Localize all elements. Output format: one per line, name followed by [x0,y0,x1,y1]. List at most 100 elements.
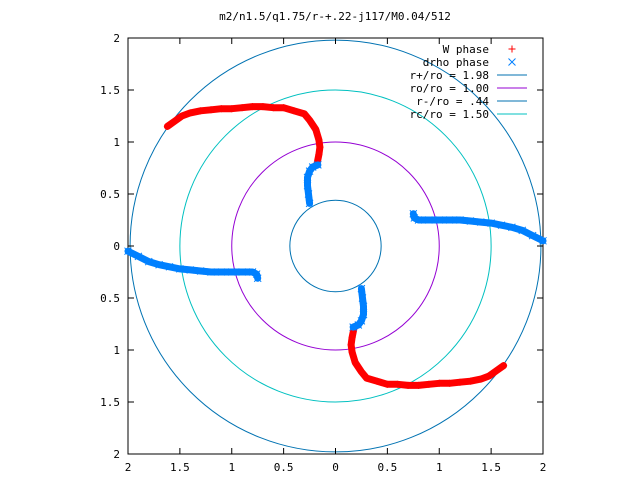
series-1-point-13-d2 [252,270,261,278]
series-1-point-17 [303,181,312,190]
series-1-point-39-d2 [359,302,368,311]
series-1-point-1-d2 [134,252,143,261]
series-0-point-5 [207,106,215,114]
series-0-point-0 [163,122,171,130]
series-0-point-3 [186,109,194,117]
series-0-point-10 [259,103,267,111]
series-1-point-23-d2 [528,231,537,240]
series-1-point-10 [227,268,236,276]
series-0-point-6 [217,105,225,113]
series-0-point-26 [456,378,464,386]
series-1-point-22 [539,236,547,245]
axis-ticks: 2 1.5 1 0.5 0 0.5 1 1.5 221.510.500.511.52 [100,32,546,474]
legend-label-2: r+/ro = 1.98 [410,69,489,82]
series-1-point-40 [359,310,368,319]
series-1-point-34-d2 [414,216,423,224]
chart-title: m2/n1.5/q1.75/r-+.22-j117/M0.04/512 [219,10,451,23]
series-1-point-9 [217,268,226,276]
series-1-point-43 [349,323,357,331]
series-1-point-10-d2 [227,268,236,276]
series-0-point-35 [363,374,371,382]
x-tick-label-3: 0.5 [274,461,294,474]
series-0-point-24 [477,375,485,383]
series-1-point-8-d2 [207,268,215,276]
series-1-point-16 [304,190,313,198]
series-1-point-36-d2 [409,209,418,218]
series-1-point-2 [144,257,153,266]
y-tick-label-2: 1 [113,136,120,149]
legend-label-3: ro/ro = 1.00 [410,82,489,95]
y-tick-label-3: 0.5 [100,188,120,201]
series-1-point-3-d2 [155,260,163,269]
series-1-point-42 [354,321,363,329]
data-series [124,103,547,389]
x-tick-label-7: 1.5 [481,461,501,474]
series-1-point-20-d2 [308,163,317,171]
x-tick-label-8: 2 [540,461,547,474]
series-1-point-20 [308,163,317,171]
series-1-point-39 [359,302,368,311]
series-1-point-33-d2 [425,216,433,224]
y-tick-label-5: 0.5 [100,292,120,305]
series-1-point-2-d2 [144,257,153,266]
series-1-point-38-d2 [358,294,367,302]
series-0-point-31 [404,381,412,389]
series-0-point-22 [492,367,500,375]
reference-circle-2 [289,199,382,293]
series-0-point-33 [383,380,391,388]
x-tick-label-2: 1 [228,461,235,474]
series-1-point-31 [445,216,454,224]
series-1-point-36 [409,209,418,218]
series-1-point-15-d2 [305,199,314,208]
series-1-point-29-d2 [466,217,475,225]
series-0-point-15 [306,116,314,124]
series-1-point-26-d2 [497,221,506,230]
series-0-point-8 [238,104,246,112]
series-1-point-6-d2 [186,266,195,274]
series-1-point-11 [238,268,246,276]
series-1-point-18 [303,173,312,182]
y-tick-label-1: 1.5 [100,84,120,97]
series-1-point-26 [497,221,506,230]
x-tick-label-5: 0.5 [377,461,397,474]
series-1-point-6 [186,266,195,274]
series-1-point-18-d2 [303,173,312,182]
series-1-point-41-d2 [357,317,366,325]
series-1-point-35-d2 [410,214,419,222]
series-0-point-23 [485,372,493,380]
y-tick-label-4: 0 [113,240,120,253]
series-1-point-7-d2 [196,267,205,275]
series-1-point-17-d2 [303,181,312,190]
series-1-point-37-d2 [357,284,366,293]
series-1-point-21 [314,161,322,169]
series-0-point-16 [312,126,320,134]
series-1-point-27 [487,219,495,227]
series-0-point-39 [347,341,355,349]
series-1-point-5-d2 [176,265,184,273]
series-1-point-28 [476,218,485,226]
series-0-point-19 [315,150,323,158]
series-0-point-7 [228,105,236,113]
series-1-point-25-d2 [508,223,516,232]
series-1-point-37 [357,284,366,293]
series-0-point-36 [357,368,365,376]
series-1-point-5 [176,265,184,273]
series-1-point-12-d2 [248,268,257,276]
series-1-point-0-d2 [124,247,132,256]
series-0-point-32 [394,380,402,388]
series-1-point-3 [155,260,163,269]
series-1-point-21-d2 [314,161,322,169]
series-0-point-13 [290,107,298,115]
series-0-point-2 [178,112,186,120]
series-0-point-25 [466,377,474,385]
series-1-point-40-d2 [359,310,368,319]
series-1-point-22-d2 [539,236,547,245]
series-1-point-25 [508,223,516,232]
y-tick-label-6: 1 [113,344,120,357]
series-1-point-7 [196,267,205,275]
series-0-point-27 [446,379,454,387]
series-1-point-11-d2 [238,268,246,276]
series-0-point-4 [197,107,205,115]
